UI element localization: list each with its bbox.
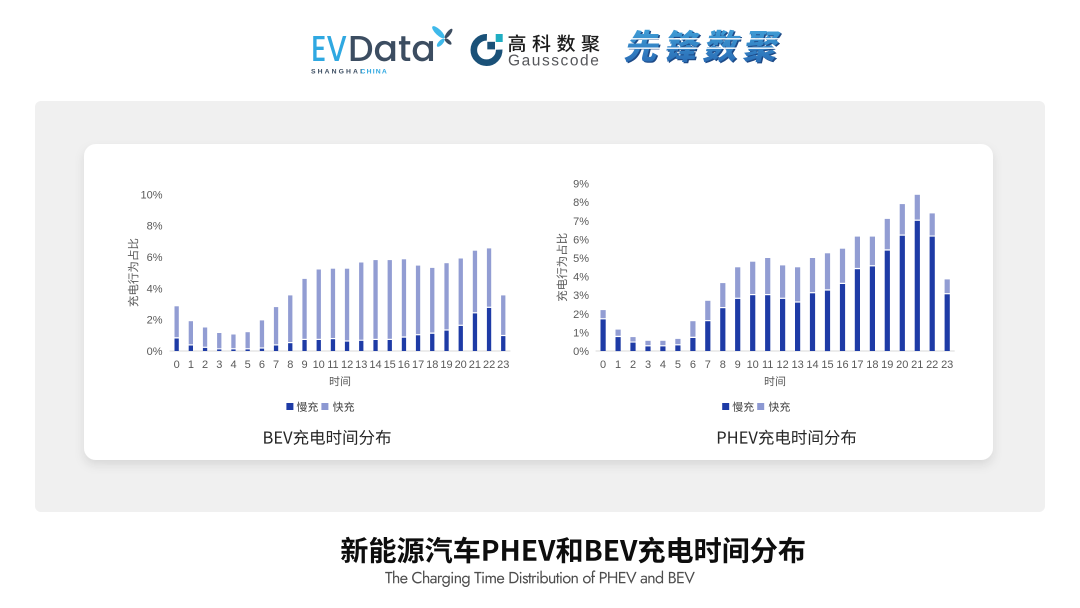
- svg-text:3%: 3%: [573, 290, 589, 302]
- svg-text:10: 10: [313, 359, 325, 371]
- svg-text:9: 9: [301, 359, 307, 371]
- svg-text:5%: 5%: [573, 253, 589, 265]
- svg-text:0: 0: [600, 359, 606, 371]
- svg-text:23: 23: [941, 359, 953, 371]
- svg-text:0%: 0%: [147, 346, 163, 358]
- svg-text:9: 9: [735, 359, 741, 371]
- svg-text:16: 16: [836, 359, 848, 371]
- svg-text:CHINA: CHINA: [361, 69, 389, 76]
- svg-text:4: 4: [660, 359, 666, 371]
- svg-text:1%: 1%: [573, 327, 589, 339]
- svg-text:6%: 6%: [573, 234, 589, 246]
- svg-text:4: 4: [230, 359, 236, 371]
- svg-text:4%: 4%: [147, 283, 163, 295]
- svg-text:8%: 8%: [147, 221, 163, 233]
- svg-text:18: 18: [426, 359, 438, 371]
- svg-text:1: 1: [188, 359, 194, 371]
- svg-text:2: 2: [202, 359, 208, 371]
- svg-text:13: 13: [355, 359, 367, 371]
- svg-text:13: 13: [791, 359, 803, 371]
- svg-text:20: 20: [455, 359, 467, 371]
- svg-text:3: 3: [216, 359, 222, 371]
- svg-text:19: 19: [440, 359, 452, 371]
- svg-text:10: 10: [747, 359, 759, 371]
- svg-text:15: 15: [384, 359, 396, 371]
- svg-text:11: 11: [762, 359, 773, 371]
- svg-text:6%: 6%: [147, 252, 163, 264]
- svg-text:7: 7: [705, 359, 711, 371]
- svg-text:Gausscode: Gausscode: [508, 53, 600, 70]
- svg-text:14: 14: [806, 359, 818, 371]
- svg-text:0: 0: [174, 359, 180, 371]
- svg-text:8%: 8%: [573, 197, 589, 209]
- svg-text:6: 6: [690, 359, 696, 371]
- svg-text:5: 5: [245, 359, 251, 371]
- svg-text:12: 12: [341, 359, 353, 371]
- svg-text:19: 19: [881, 359, 893, 371]
- svg-text:21: 21: [911, 359, 923, 371]
- svg-text:7: 7: [273, 359, 279, 371]
- svg-text:18: 18: [866, 359, 878, 371]
- svg-text:20: 20: [896, 359, 908, 371]
- svg-text:22: 22: [483, 359, 495, 371]
- svg-text:21: 21: [469, 359, 481, 371]
- svg-text:1: 1: [615, 359, 621, 371]
- svg-text:10%: 10%: [140, 189, 162, 201]
- svg-text:11: 11: [327, 359, 338, 371]
- svg-text:2%: 2%: [573, 309, 589, 321]
- svg-text:4%: 4%: [573, 272, 589, 284]
- svg-text:8: 8: [720, 359, 726, 371]
- svg-text:5: 5: [675, 359, 681, 371]
- svg-text:17: 17: [851, 359, 863, 371]
- svg-text:7%: 7%: [573, 216, 589, 228]
- svg-text:2%: 2%: [147, 315, 163, 327]
- svg-text:12: 12: [776, 359, 788, 371]
- svg-text:8: 8: [287, 359, 293, 371]
- svg-text:23: 23: [497, 359, 509, 371]
- svg-text:15: 15: [821, 359, 833, 371]
- svg-text:14: 14: [369, 359, 381, 371]
- svg-text:9%: 9%: [573, 179, 589, 191]
- svg-text:SHANGHAI: SHANGHAI: [311, 69, 364, 76]
- svg-text:17: 17: [412, 359, 424, 371]
- svg-text:2: 2: [630, 359, 636, 371]
- svg-text:0%: 0%: [573, 346, 589, 358]
- svg-text:3: 3: [645, 359, 651, 371]
- svg-text:22: 22: [926, 359, 938, 371]
- svg-text:6: 6: [259, 359, 265, 371]
- svg-text:16: 16: [398, 359, 410, 371]
